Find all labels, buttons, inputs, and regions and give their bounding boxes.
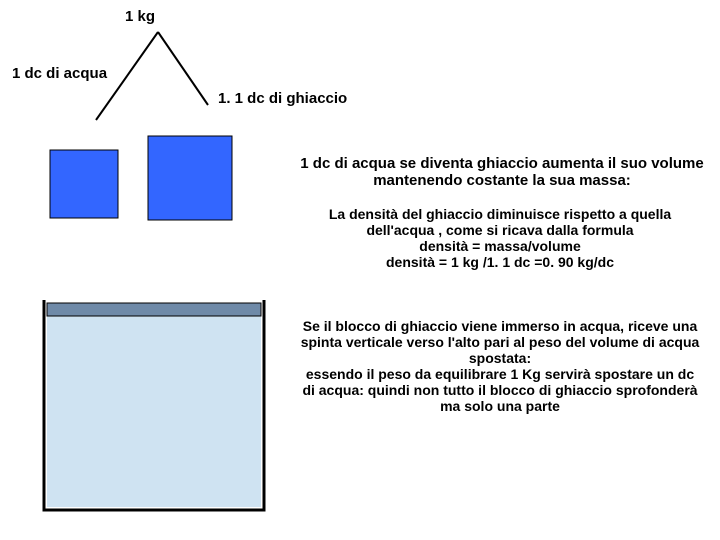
diagram-svg [0, 0, 720, 540]
density-block: La densità del ghiaccio diminuisce rispe… [300, 206, 700, 270]
ice-surface-band [47, 303, 261, 316]
label-1dc-acqua: 1 dc di acqua [12, 65, 107, 82]
density-formula: densità = massa/volume [300, 238, 700, 254]
heading-text: 1 dc di acqua se diventa ghiaccio aument… [292, 155, 712, 189]
label-1.1dc-ghiaccio: 1. 1 dc di ghiaccio [218, 90, 347, 107]
archimedes-block: Se il blocco di ghiaccio viene immerso i… [300, 318, 700, 414]
fork-line-right [158, 32, 208, 105]
label-1kg: 1 kg [125, 8, 155, 25]
water-fill [47, 316, 261, 507]
density-calc: densità = 1 kg /1. 1 dc =0. 90 kg/dc [300, 254, 700, 270]
archimedes-line1: Se il blocco di ghiaccio viene immerso i… [300, 318, 700, 366]
large-ice-square [148, 136, 232, 220]
small-water-square [50, 150, 118, 218]
density-line1: La densità del ghiaccio diminuisce rispe… [300, 206, 700, 238]
archimedes-line2: essendo il peso da equilibrare 1 Kg serv… [300, 366, 700, 414]
